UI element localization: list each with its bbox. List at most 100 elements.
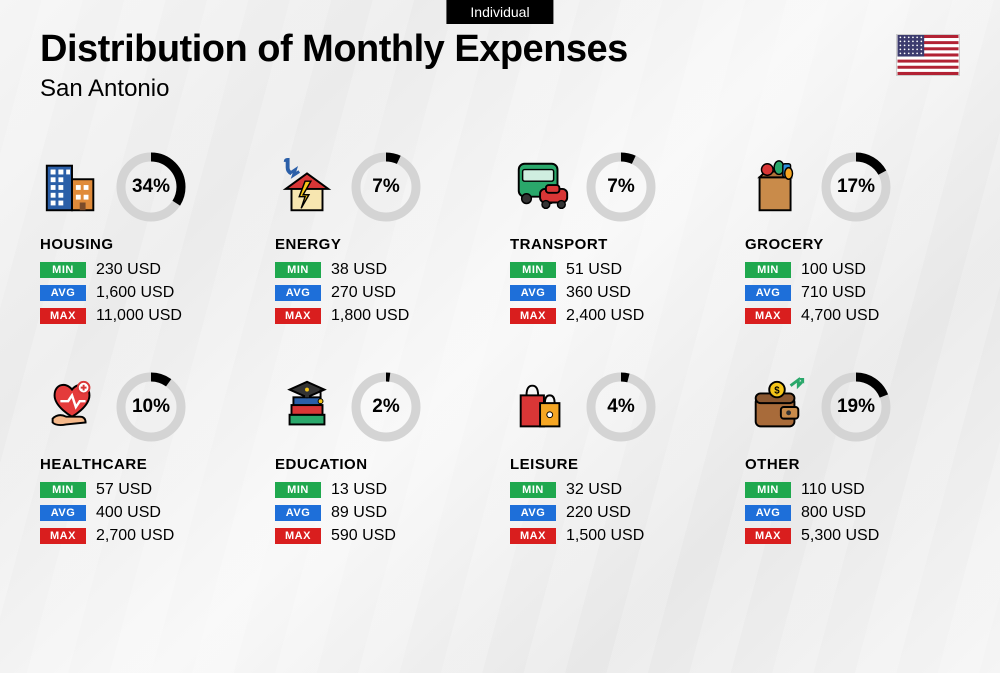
max-label: MAX xyxy=(745,528,791,544)
pct-donut: 19% xyxy=(819,370,893,444)
stat-min: MIN 38 USD xyxy=(275,261,490,279)
max-label: MAX xyxy=(510,308,556,324)
max-value: 1,800 USD xyxy=(331,307,409,325)
page-subtitle: San Antonio xyxy=(40,75,960,103)
min-label: MIN xyxy=(40,482,86,498)
pct-value: 19% xyxy=(819,370,893,444)
segment-badge: Individual xyxy=(446,0,553,24)
pct-donut: 17% xyxy=(819,150,893,224)
min-label: MIN xyxy=(275,482,321,498)
min-value: 13 USD xyxy=(331,481,387,499)
stat-avg: AVG 710 USD xyxy=(745,284,960,302)
stat-avg: AVG 1,600 USD xyxy=(40,284,255,302)
stat-avg: AVG 220 USD xyxy=(510,504,725,522)
min-value: 230 USD xyxy=(96,261,161,279)
avg-label: AVG xyxy=(745,285,791,301)
category-name: LEISURE xyxy=(510,456,725,473)
avg-label: AVG xyxy=(275,505,321,521)
avg-value: 800 USD xyxy=(801,504,866,522)
card-leisure: 4% LEISURE MIN 32 USD AVG 220 USD MAX 1,… xyxy=(510,370,725,550)
max-value: 11,000 USD xyxy=(96,307,182,325)
pct-value: 10% xyxy=(114,370,188,444)
max-value: 2,700 USD xyxy=(96,527,174,545)
pct-donut: 34% xyxy=(114,150,188,224)
min-label: MIN xyxy=(40,262,86,278)
max-value: 2,400 USD xyxy=(566,307,644,325)
bus-car-icon xyxy=(510,155,574,219)
stat-min: MIN 32 USD xyxy=(510,481,725,499)
min-value: 51 USD xyxy=(566,261,622,279)
pct-donut: 2% xyxy=(349,370,423,444)
max-value: 590 USD xyxy=(331,527,396,545)
max-value: 4,700 USD xyxy=(801,307,879,325)
category-name: TRANSPORT xyxy=(510,236,725,253)
wallet-icon: $ xyxy=(745,375,809,439)
stat-avg: AVG 400 USD xyxy=(40,504,255,522)
page-title: Distribution of Monthly Expenses xyxy=(40,28,960,71)
pct-donut: 7% xyxy=(584,150,658,224)
pct-value: 2% xyxy=(349,370,423,444)
max-value: 5,300 USD xyxy=(801,527,879,545)
stat-avg: AVG 800 USD xyxy=(745,504,960,522)
stat-min: MIN 51 USD xyxy=(510,261,725,279)
max-value: 1,500 USD xyxy=(566,527,644,545)
stat-min: MIN 100 USD xyxy=(745,261,960,279)
expense-grid: 34% HOUSING MIN 230 USD AVG 1,600 USD MA… xyxy=(40,150,960,550)
avg-value: 710 USD xyxy=(801,284,866,302)
shopping-bags-icon xyxy=(510,375,574,439)
max-label: MAX xyxy=(40,308,86,324)
min-label: MIN xyxy=(510,262,556,278)
pct-donut: 4% xyxy=(584,370,658,444)
card-transport: 7% TRANSPORT MIN 51 USD AVG 360 USD MAX … xyxy=(510,150,725,330)
stat-min: MIN 230 USD xyxy=(40,261,255,279)
min-label: MIN xyxy=(510,482,556,498)
avg-value: 270 USD xyxy=(331,284,396,302)
pct-value: 17% xyxy=(819,150,893,224)
max-label: MAX xyxy=(745,308,791,324)
stat-min: MIN 13 USD xyxy=(275,481,490,499)
pct-value: 4% xyxy=(584,370,658,444)
card-other: $ 19% OTHER MIN 110 USD AVG 800 USD MAX … xyxy=(745,370,960,550)
min-value: 100 USD xyxy=(801,261,866,279)
stat-min: MIN 110 USD xyxy=(745,481,960,499)
heart-hand-icon xyxy=(40,375,104,439)
stat-max: MAX 4,700 USD xyxy=(745,307,960,325)
max-label: MAX xyxy=(275,308,321,324)
min-value: 57 USD xyxy=(96,481,152,499)
category-name: EDUCATION xyxy=(275,456,490,473)
stat-max: MAX 590 USD xyxy=(275,527,490,545)
avg-value: 220 USD xyxy=(566,504,631,522)
grad-books-icon xyxy=(275,375,339,439)
pct-donut: 7% xyxy=(349,150,423,224)
header: Distribution of Monthly Expenses San Ant… xyxy=(40,28,960,103)
grocery-bag-icon xyxy=(745,155,809,219)
pct-value: 7% xyxy=(584,150,658,224)
category-name: OTHER xyxy=(745,456,960,473)
max-label: MAX xyxy=(275,528,321,544)
stat-min: MIN 57 USD xyxy=(40,481,255,499)
avg-label: AVG xyxy=(745,505,791,521)
min-label: MIN xyxy=(745,482,791,498)
stat-max: MAX 2,700 USD xyxy=(40,527,255,545)
category-name: HEALTHCARE xyxy=(40,456,255,473)
stat-max: MAX 1,800 USD xyxy=(275,307,490,325)
avg-value: 89 USD xyxy=(331,504,387,522)
flag-icon xyxy=(896,34,960,76)
category-name: GROCERY xyxy=(745,236,960,253)
min-value: 38 USD xyxy=(331,261,387,279)
avg-label: AVG xyxy=(510,285,556,301)
pct-value: 7% xyxy=(349,150,423,224)
min-label: MIN xyxy=(745,262,791,278)
card-energy: 7% ENERGY MIN 38 USD AVG 270 USD MAX 1,8… xyxy=(275,150,490,330)
min-value: 32 USD xyxy=(566,481,622,499)
avg-value: 1,600 USD xyxy=(96,284,174,302)
max-label: MAX xyxy=(510,528,556,544)
card-grocery: 17% GROCERY MIN 100 USD AVG 710 USD MAX … xyxy=(745,150,960,330)
category-name: HOUSING xyxy=(40,236,255,253)
avg-label: AVG xyxy=(275,285,321,301)
stat-max: MAX 5,300 USD xyxy=(745,527,960,545)
house-energy-icon xyxy=(275,155,339,219)
pct-donut: 10% xyxy=(114,370,188,444)
buildings-icon xyxy=(40,155,104,219)
category-name: ENERGY xyxy=(275,236,490,253)
